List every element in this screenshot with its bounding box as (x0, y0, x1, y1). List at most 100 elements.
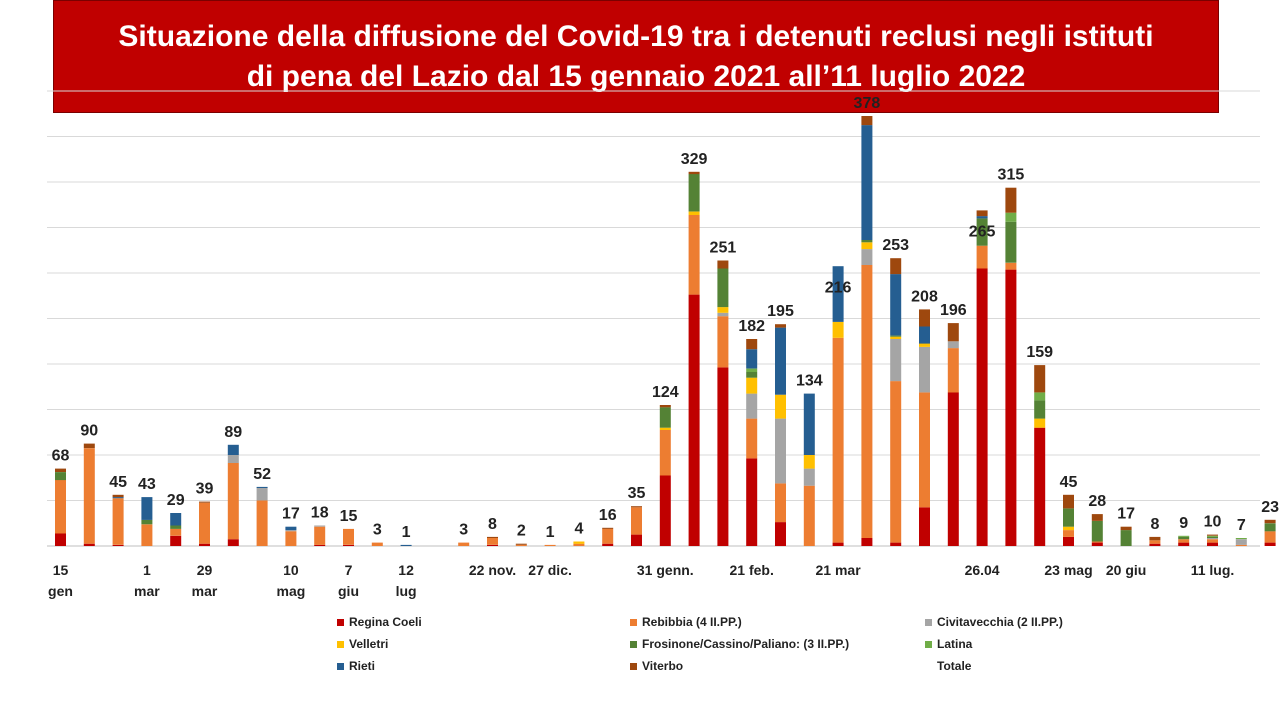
bar-segment (890, 542, 902, 546)
bar-segment (487, 544, 498, 546)
bar-segment (1005, 269, 1017, 546)
bar-segment (1063, 536, 1074, 546)
bar-segment (227, 444, 239, 455)
bar-segment (947, 392, 959, 546)
x-tick-label: mar (134, 583, 160, 599)
bar-segment (861, 249, 873, 265)
data-label: 43 (138, 476, 156, 493)
data-label: 8 (1150, 516, 1159, 533)
data-label: 3 (459, 522, 468, 539)
legend-label: Rieti (349, 659, 376, 673)
x-tick-label: 11 lug. (1191, 562, 1235, 578)
bar-segment (746, 349, 758, 369)
bar-segment (832, 266, 844, 322)
legend-swatch (925, 663, 932, 670)
bar-segment (688, 174, 700, 212)
bar-segment (1178, 542, 1190, 546)
bar-segment (1264, 519, 1276, 524)
bar-segment (343, 528, 354, 545)
bar-segment (976, 216, 988, 219)
legend-item: Velletri (337, 637, 388, 651)
legend-item: Regina Coeli (337, 615, 422, 629)
data-label: 90 (80, 423, 98, 440)
x-tick-label: mag (277, 583, 306, 599)
bar-segment (1091, 521, 1103, 542)
data-label: 134 (796, 373, 823, 390)
legend-item: Rebibbia (4 II.PP.) (630, 615, 742, 629)
bar-segment (170, 513, 182, 526)
bar-segment (515, 543, 527, 545)
bar-segment (861, 240, 873, 243)
bar-segment (515, 544, 527, 546)
bar-segment (1063, 526, 1074, 531)
bar-segment (141, 497, 153, 520)
data-label: 68 (52, 448, 70, 465)
data-label: 10 (1204, 514, 1222, 531)
bar-segment (487, 538, 498, 545)
bar-segment (256, 486, 268, 488)
bar-segment (688, 294, 700, 546)
bar-segment (976, 268, 988, 546)
bar-segment (1149, 540, 1161, 544)
bar-segment (602, 527, 614, 529)
bar-segment (631, 534, 642, 546)
bar-segment (256, 500, 268, 546)
bar-segment (688, 211, 700, 215)
bar-segment (141, 524, 153, 546)
bar-segment (803, 485, 815, 546)
data-label: 265 (969, 224, 996, 241)
bar-segment (803, 455, 815, 469)
bar-segment (1091, 514, 1103, 521)
x-tick-label: 20 giu (1106, 562, 1146, 578)
x-tick-label: 23 mag (1044, 562, 1092, 578)
bar-segment (976, 210, 988, 217)
bar-segment (746, 368, 758, 372)
bar-segment (285, 531, 297, 546)
bar-segment (1005, 262, 1017, 270)
bar-segment (573, 541, 585, 544)
x-tick-label: 21 feb. (730, 562, 774, 578)
bar-segment (544, 544, 556, 546)
bar-segment (55, 533, 66, 546)
data-label: 196 (940, 302, 967, 319)
x-tick-label: 7 (345, 562, 353, 578)
x-tick-label: 26.04 (965, 562, 1000, 578)
bar-segment (775, 394, 786, 419)
data-label: 4 (574, 521, 583, 538)
bar-segment (631, 506, 642, 508)
data-label: 195 (767, 303, 794, 320)
bar-segment (717, 367, 729, 546)
bar-segment (1149, 543, 1161, 546)
bar-segment (83, 448, 95, 544)
legend-label: Totale (937, 659, 972, 673)
bar-segment (919, 343, 930, 347)
bar-segment (947, 348, 959, 393)
bar-segment (458, 542, 470, 546)
bar-segment (775, 418, 786, 484)
bar-segment (1120, 526, 1132, 531)
legend-item: Frosinone/Cassino/Paliano: (3 II.PP.) (630, 637, 849, 651)
legend-label: Civitavecchia (2 II.PP.) (937, 615, 1063, 629)
bar-segment (112, 544, 124, 546)
bar-segment (688, 171, 700, 175)
bar-segment (1005, 187, 1017, 213)
bar-segment (371, 542, 383, 546)
bar-segment (746, 458, 758, 546)
bar-segment (775, 324, 786, 328)
x-tick-label: 10 (283, 562, 299, 578)
bar-segment (1207, 535, 1218, 537)
bar-segment (861, 125, 873, 240)
legend-swatch (925, 640, 932, 648)
bar-segment (861, 116, 873, 126)
x-tick-label: giu (338, 583, 359, 599)
bar-segment (1091, 542, 1103, 546)
bar-segment (976, 245, 988, 269)
bar-segment (1207, 539, 1218, 543)
bar-segment (1034, 418, 1046, 428)
bar-segment (717, 316, 729, 368)
bar-segment (170, 525, 182, 529)
data-label: 253 (882, 237, 909, 254)
bar-segment (890, 274, 902, 336)
bar-segment (919, 309, 930, 327)
bars (55, 116, 1276, 546)
